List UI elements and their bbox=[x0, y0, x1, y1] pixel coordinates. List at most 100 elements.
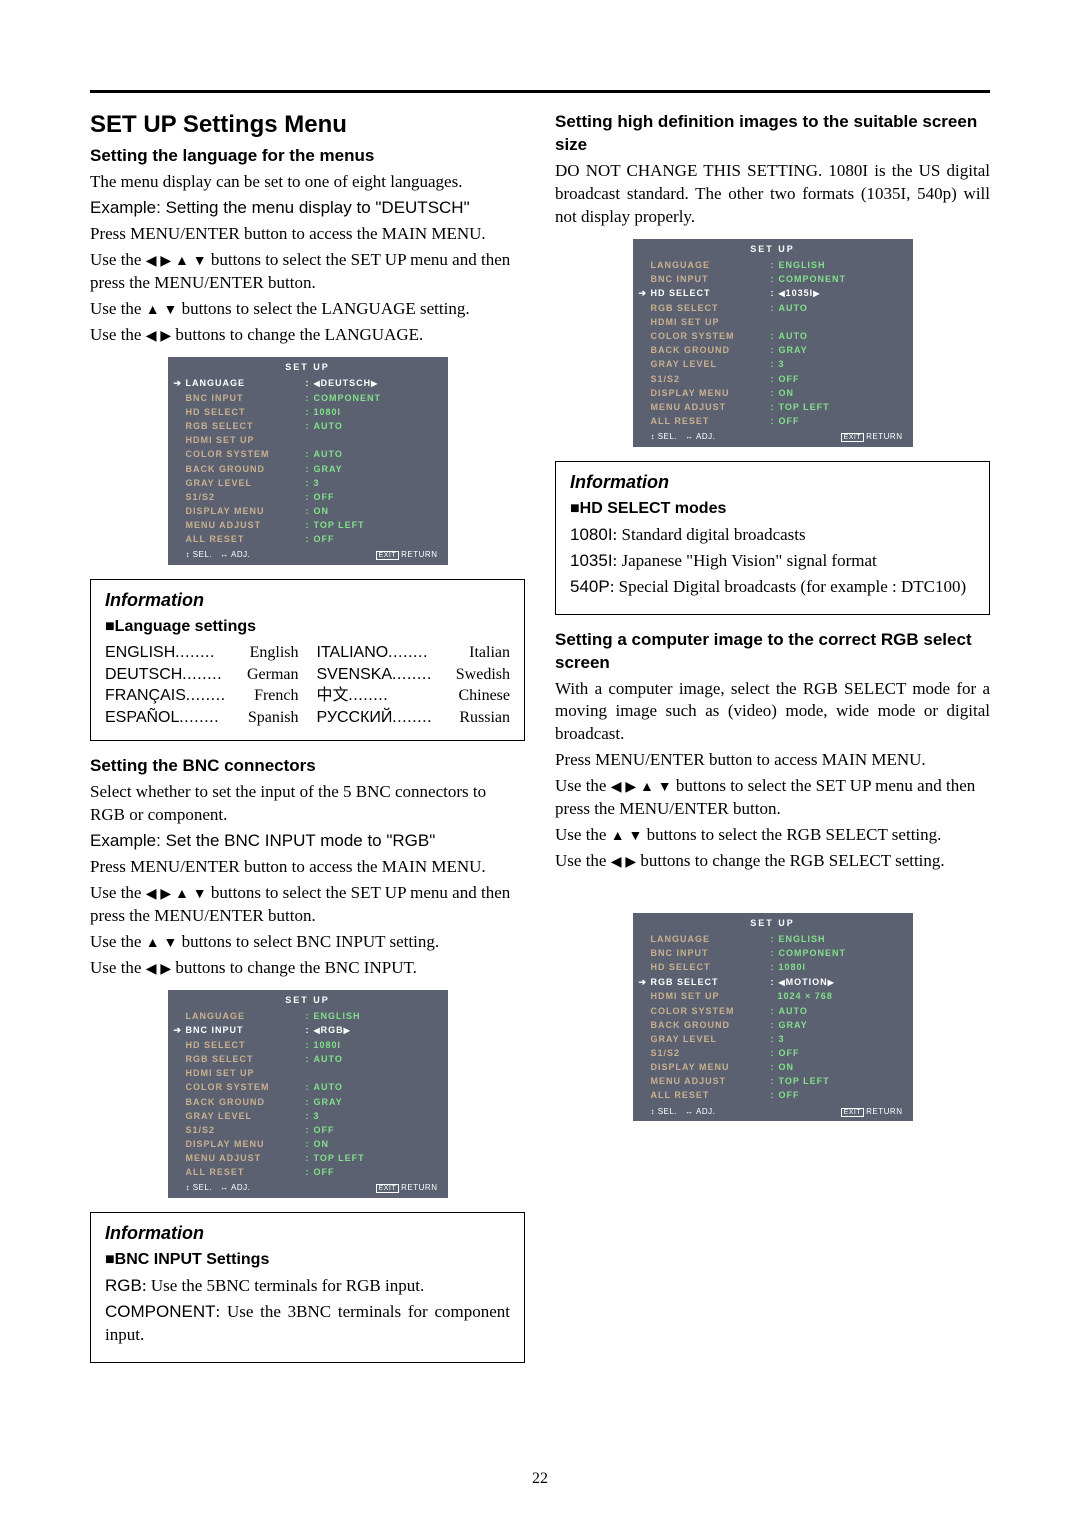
left-column: SET UP Settings Menu Setting the languag… bbox=[90, 109, 525, 1377]
osd-row-value: :3 bbox=[306, 1110, 320, 1122]
osd-row-label: COLOR SYSTEM bbox=[186, 1081, 306, 1093]
arrow-ud-icon: ▲ ▼ bbox=[146, 934, 178, 950]
osd-row: S1/S2:OFF bbox=[633, 372, 913, 386]
lang-name: English bbox=[250, 642, 299, 664]
osd-row: ALL RESET:OFF bbox=[633, 414, 913, 428]
osd-panel-2: SET UPLANGUAGE:ENGLISHBNC INPUT:◀RGB▶HD … bbox=[168, 990, 448, 1198]
body-text: Use the ◀ ▶ buttons to change the BNC IN… bbox=[90, 957, 525, 980]
osd-row: GRAY LEVEL:3 bbox=[633, 1032, 913, 1046]
language-row: 中文 ........ Chinese bbox=[317, 685, 511, 707]
osd-row-label: GRAY LEVEL bbox=[651, 358, 771, 370]
page-number: 22 bbox=[0, 1470, 1080, 1488]
body-text: Use the ▲ ▼ buttons to select the LANGUA… bbox=[90, 298, 525, 321]
osd-row-label: ALL RESET bbox=[186, 1166, 306, 1178]
language-row: ITALIANO ........ Italian bbox=[317, 642, 511, 664]
osd-row-value: :GRAY bbox=[771, 344, 808, 356]
osd-row: HDMI SET UP bbox=[168, 1066, 448, 1080]
two-column-layout: SET UP Settings Menu Setting the languag… bbox=[90, 109, 990, 1377]
osd-row-value: :ENGLISH bbox=[771, 933, 826, 945]
osd-row: COLOR SYSTEM:AUTO bbox=[168, 447, 448, 461]
language-row: FRANÇAIS ........ French bbox=[105, 685, 299, 707]
osd-footer: ↕ SEL. ↔ ADJ. EXITRETURN bbox=[633, 1103, 913, 1120]
osd-row-label: S1/S2 bbox=[186, 1124, 306, 1136]
osd-row-value: :◀1035I▶ bbox=[771, 287, 821, 300]
lang-code: DEUTSCH bbox=[105, 664, 182, 686]
arrow-lr-icon: ◀ ▶ bbox=[146, 960, 171, 976]
osd-row-label: HDMI SET UP bbox=[651, 990, 771, 1002]
info-title: Information bbox=[570, 470, 975, 494]
osd-row: COLOR SYSTEM:AUTO bbox=[633, 1004, 913, 1018]
osd-foot-left: ↕ SEL. ↔ ADJ. bbox=[186, 1183, 251, 1194]
osd-row-value: :COMPONENT bbox=[771, 947, 847, 959]
osd-row-label: COLOR SYSTEM bbox=[186, 448, 306, 460]
osd-row-label: LANGUAGE bbox=[186, 1010, 306, 1022]
osd-row-label: COLOR SYSTEM bbox=[651, 330, 771, 342]
osd-row-label: RGB SELECT bbox=[651, 976, 771, 989]
info-text: 540P: Special Digital broadcasts (for ex… bbox=[570, 576, 975, 599]
osd-row-value: :OFF bbox=[306, 1124, 335, 1136]
hd-heading: Setting high definition images to the su… bbox=[555, 111, 990, 157]
osd-row: HDMI SET UP bbox=[633, 315, 913, 329]
osd-row: DISPLAY MENU:ON bbox=[633, 1060, 913, 1074]
osd-foot-right: EXITRETURN bbox=[376, 550, 438, 561]
dots: ........ bbox=[349, 685, 459, 707]
osd-row-label: BNC INPUT bbox=[651, 947, 771, 959]
lang-name: French bbox=[254, 685, 298, 707]
osd-row-value: :3 bbox=[771, 358, 785, 370]
lang-code: SVENSKA bbox=[317, 664, 393, 686]
osd-row: RGB SELECT:AUTO bbox=[168, 419, 448, 433]
example-text: Example: Set the BNC INPUT mode to "RGB" bbox=[90, 830, 525, 853]
osd-row: COLOR SYSTEM:AUTO bbox=[633, 329, 913, 343]
osd-row-value: :AUTO bbox=[306, 448, 343, 460]
osd-title: SET UP bbox=[633, 243, 913, 255]
osd-row-value: :1080I bbox=[306, 406, 342, 418]
body-text: Use the ◀ ▶ ▲ ▼ buttons to select the SE… bbox=[555, 775, 990, 821]
osd-title: SET UP bbox=[633, 917, 913, 929]
osd-row-value: :GRAY bbox=[306, 1096, 343, 1108]
osd-row-label: BACK GROUND bbox=[651, 1019, 771, 1031]
osd-row-value: :ON bbox=[306, 505, 330, 517]
osd-row-label: S1/S2 bbox=[186, 491, 306, 503]
info-text: COMPONENT: Use the 3BNC terminals for co… bbox=[105, 1301, 510, 1347]
osd-row-label: DISPLAY MENU bbox=[651, 1061, 771, 1073]
language-row: ENGLISH ........ English bbox=[105, 642, 299, 664]
dots: ........ bbox=[392, 707, 459, 729]
osd-foot-left: ↕ SEL. ↔ ADJ. bbox=[651, 1107, 716, 1118]
osd-row-label: ALL RESET bbox=[186, 533, 306, 545]
osd-row-label: BACK GROUND bbox=[651, 344, 771, 356]
osd-row-value: :1080I bbox=[306, 1039, 342, 1051]
example-text: Example: Setting the menu display to "DE… bbox=[90, 197, 525, 220]
osd-row-label: MENU ADJUST bbox=[186, 1152, 306, 1164]
body-text: Select whether to set the input of the 5… bbox=[90, 781, 525, 827]
osd-row-label: MENU ADJUST bbox=[186, 519, 306, 531]
osd-row: COLOR SYSTEM:AUTO bbox=[168, 1080, 448, 1094]
osd-row-value: :◀RGB▶ bbox=[306, 1024, 351, 1037]
language-row: SVENSKA ........ Swedish bbox=[317, 664, 511, 686]
osd-panel-3: SET UPLANGUAGE:ENGLISHBNC INPUT:COMPONEN… bbox=[633, 239, 913, 447]
dots: ........ bbox=[392, 664, 456, 686]
osd-row: MENU ADJUST:TOP LEFT bbox=[168, 518, 448, 532]
osd-row: HDMI SET UP bbox=[168, 433, 448, 447]
osd-foot-right: EXITRETURN bbox=[841, 1107, 903, 1118]
top-rule bbox=[90, 90, 990, 93]
info-title: Information bbox=[105, 588, 510, 612]
osd-foot-left: ↕ SEL. ↔ ADJ. bbox=[186, 550, 251, 561]
lang-code: ENGLISH bbox=[105, 642, 175, 664]
osd-row-value: :OFF bbox=[306, 1166, 335, 1178]
osd-row-value: :◀MOTION▶ bbox=[771, 976, 835, 989]
osd-row-value: :AUTO bbox=[306, 1081, 343, 1093]
osd-row-label: GRAY LEVEL bbox=[651, 1033, 771, 1045]
osd-row-value: :AUTO bbox=[771, 330, 808, 342]
body-text: Press MENU/ENTER button to access the MA… bbox=[90, 223, 525, 246]
osd-row: HD SELECT:1080I bbox=[633, 960, 913, 974]
osd-row: RGB SELECT:◀MOTION▶ bbox=[633, 975, 913, 990]
osd-row-value: :OFF bbox=[771, 373, 800, 385]
osd-row: HD SELECT:1080I bbox=[168, 1038, 448, 1052]
osd-row-value: :OFF bbox=[306, 533, 335, 545]
osd-row: S1/S2:OFF bbox=[168, 490, 448, 504]
osd-row-label: S1/S2 bbox=[651, 373, 771, 385]
dots: ........ bbox=[182, 664, 247, 686]
osd-row: ALL RESET:OFF bbox=[633, 1088, 913, 1102]
osd-row-label: MENU ADJUST bbox=[651, 401, 771, 413]
osd-row-label: LANGUAGE bbox=[651, 933, 771, 945]
